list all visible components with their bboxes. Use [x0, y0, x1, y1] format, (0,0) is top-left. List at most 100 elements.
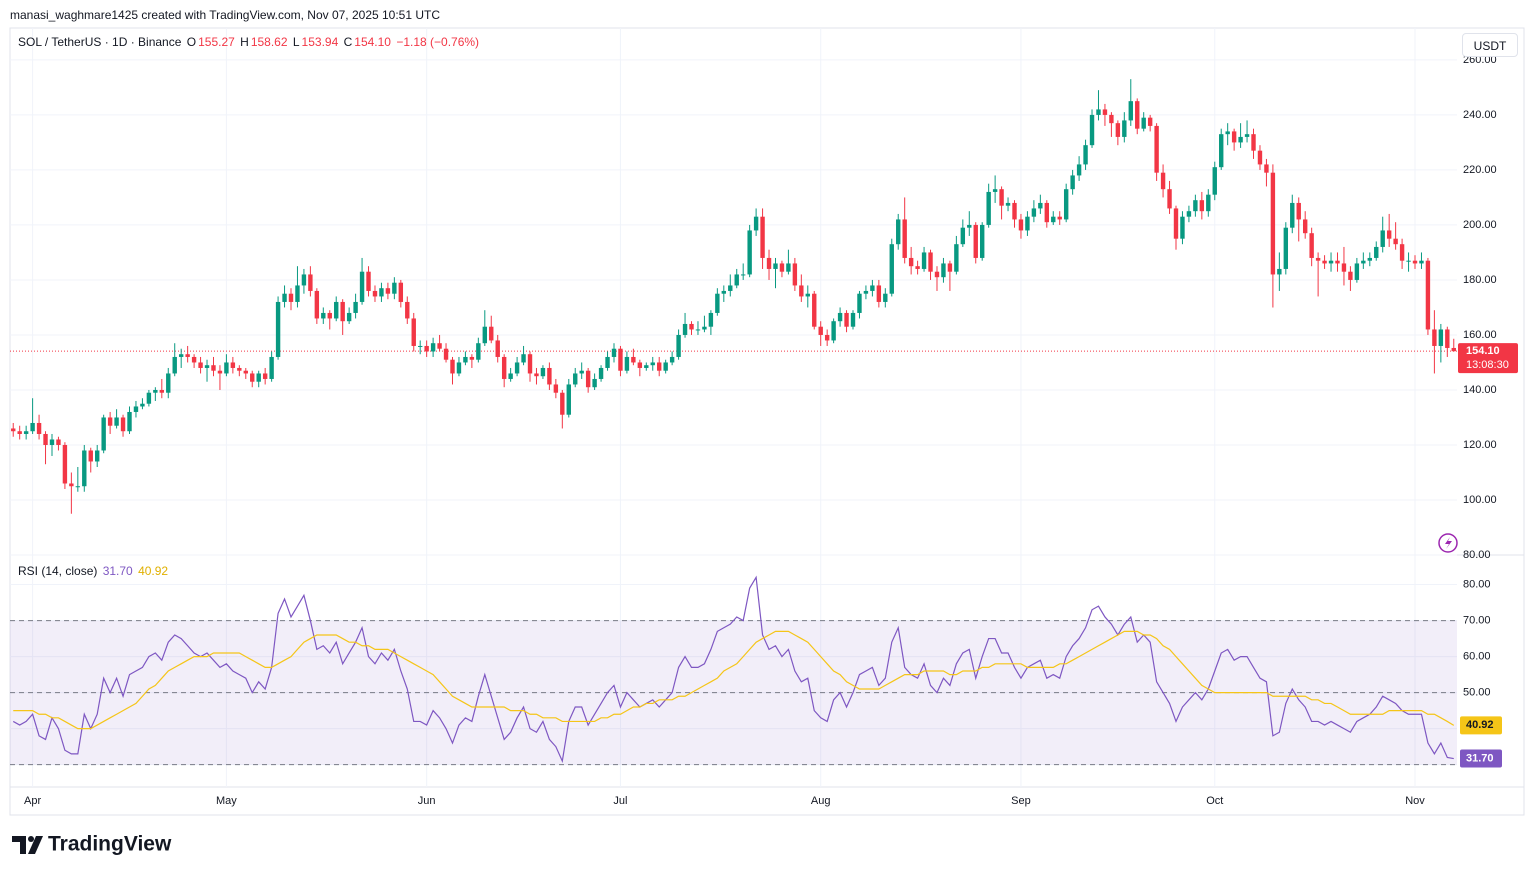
alert-icon[interactable] [1438, 533, 1458, 553]
candle-body [534, 373, 539, 377]
candle-body [49, 439, 55, 445]
candle-body [799, 285, 804, 297]
candle-body [792, 263, 798, 286]
candle-body [1076, 164, 1082, 176]
candle-body [1160, 172, 1166, 190]
candle-body [340, 301, 345, 322]
candle-body [773, 263, 778, 269]
candle-body [30, 422, 35, 432]
candle-body [908, 257, 914, 267]
candle-body [1315, 257, 1321, 261]
candle-body [1335, 260, 1340, 264]
y-tick-label: 240.00 [1463, 109, 1497, 121]
candle-body [1296, 202, 1301, 220]
candle-body [185, 354, 190, 357]
candle-body [1219, 134, 1224, 168]
candle-body [624, 356, 630, 371]
candle-body [1374, 246, 1379, 258]
candle-body [443, 348, 449, 360]
candle-body [230, 362, 236, 368]
candle-body [127, 411, 132, 432]
candle-body [1005, 202, 1011, 206]
candle-body [359, 271, 365, 302]
candle-body [779, 263, 785, 272]
candle-body [618, 348, 623, 371]
candle-body [669, 356, 675, 363]
candle-body [437, 343, 442, 349]
candle-body [88, 450, 93, 462]
candle-body [1283, 227, 1289, 269]
candle-body [863, 290, 869, 294]
candle-body [482, 326, 487, 344]
grid-layer [10, 28, 1457, 787]
candle-body [941, 263, 946, 278]
candle-body [747, 230, 752, 275]
attribution: manasi_waghmare1425 created with Trading… [10, 8, 441, 22]
candle-body [1290, 202, 1295, 228]
candle-body [1173, 208, 1179, 239]
candle-body [715, 293, 720, 313]
candle-body [379, 288, 384, 297]
candle-body [650, 362, 655, 366]
candle-body [1096, 109, 1101, 115]
candle-body [430, 343, 436, 352]
change-value: −1.18 (−0.76%) [396, 35, 480, 49]
candle-body [1399, 244, 1405, 261]
x-tick-label: Sep [1011, 795, 1031, 807]
candle-body [721, 290, 727, 294]
candle-body [954, 244, 959, 272]
candle-body [275, 301, 281, 357]
candle-body [405, 301, 410, 319]
y-tick-label: 80.00 [1463, 549, 1491, 561]
candle-body [204, 365, 210, 368]
high-label: H [240, 35, 249, 49]
y-tick-label: 200.00 [1463, 219, 1497, 231]
candle-body [295, 285, 300, 302]
candle-body [740, 274, 746, 276]
rsi-legend: RSI (14, close) 31.70 40.92 [18, 564, 170, 578]
candle-body [547, 367, 552, 385]
candle-body [211, 365, 216, 371]
currency-button[interactable]: USDT [1462, 33, 1518, 57]
candle-body [269, 356, 274, 379]
rsi-value-tag-label: 31.70 [1466, 752, 1494, 764]
candle-body [1063, 189, 1069, 220]
candle-body [346, 312, 352, 322]
candle-body [1380, 230, 1385, 247]
candle-body [728, 285, 733, 291]
candle-body [1102, 109, 1108, 115]
candle-body [1257, 150, 1263, 165]
candle-body [120, 417, 126, 432]
candle-body [663, 362, 668, 371]
candle-body [960, 227, 966, 245]
candle-body [217, 370, 223, 374]
candle-body [114, 417, 119, 426]
candle-body [1206, 194, 1211, 212]
candle-body [1018, 219, 1024, 231]
tradingview-logo [12, 836, 43, 854]
candle-body [1341, 263, 1347, 272]
candle-body [314, 290, 320, 319]
high-value: 158.62 [250, 35, 288, 49]
candle-body [611, 348, 617, 357]
candle-body [476, 343, 481, 360]
x-tick-label: Apr [24, 795, 41, 807]
candle-body [934, 271, 940, 278]
candle-body [973, 224, 978, 258]
candle-body [1393, 238, 1398, 245]
x-tick-label: Jun [418, 795, 436, 807]
x-tick-label: Oct [1206, 795, 1223, 807]
candle-body [1244, 134, 1250, 137]
candle-body [605, 356, 610, 368]
rsi-title: RSI (14, close) [18, 564, 98, 578]
candle-body [708, 312, 714, 327]
y-tick-label: 180.00 [1463, 274, 1497, 286]
candle-body [1031, 208, 1037, 217]
candle-body [191, 356, 197, 363]
candle-body [560, 392, 565, 415]
candle-body [831, 321, 836, 341]
candle-body [992, 189, 998, 192]
rsi-value-tag [1460, 716, 1502, 735]
